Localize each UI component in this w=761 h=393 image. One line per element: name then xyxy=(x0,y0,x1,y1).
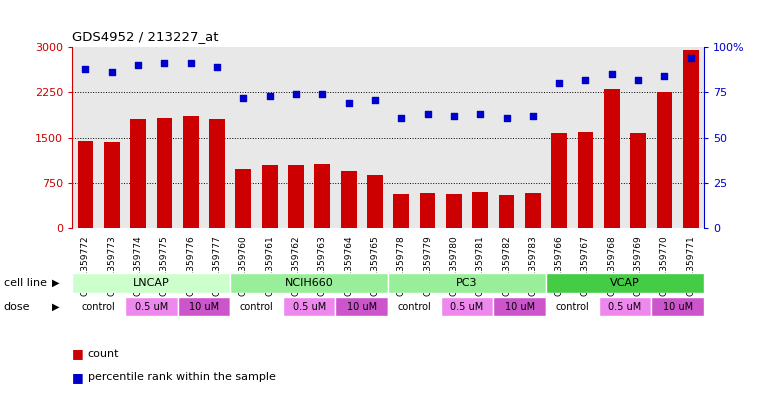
Point xyxy=(132,62,144,68)
Bar xyxy=(441,297,493,316)
Bar xyxy=(288,165,304,228)
Text: control: control xyxy=(240,301,273,312)
Text: control: control xyxy=(397,301,431,312)
Bar xyxy=(604,89,619,228)
Bar xyxy=(231,273,388,293)
Bar xyxy=(420,193,435,228)
Bar xyxy=(283,297,336,316)
Point xyxy=(685,55,697,61)
Point xyxy=(579,77,591,83)
Bar xyxy=(551,133,567,228)
Point xyxy=(263,93,275,99)
Bar xyxy=(473,193,488,228)
Bar xyxy=(183,116,199,228)
Point xyxy=(79,66,91,72)
Text: percentile rank within the sample: percentile rank within the sample xyxy=(88,372,275,382)
Bar xyxy=(578,132,594,228)
Text: PC3: PC3 xyxy=(457,278,478,288)
Bar xyxy=(72,297,125,316)
Point xyxy=(501,114,513,121)
Text: GDS4952 / 213227_at: GDS4952 / 213227_at xyxy=(72,30,219,43)
Bar xyxy=(657,92,673,228)
Bar xyxy=(651,297,704,316)
Point xyxy=(606,71,618,77)
Text: NCIH660: NCIH660 xyxy=(285,278,333,288)
Text: 10 uM: 10 uM xyxy=(347,301,377,312)
Point xyxy=(632,77,645,83)
Text: ■: ■ xyxy=(72,347,84,360)
Text: ▶: ▶ xyxy=(52,278,59,288)
Point xyxy=(158,60,170,66)
Point xyxy=(342,100,355,107)
Bar xyxy=(367,175,383,228)
Bar xyxy=(393,194,409,228)
Point xyxy=(527,113,539,119)
Bar xyxy=(630,133,646,228)
Point xyxy=(106,69,118,75)
Bar xyxy=(125,297,177,316)
Point xyxy=(422,111,434,117)
Bar xyxy=(683,50,699,228)
Text: VCAP: VCAP xyxy=(610,278,640,288)
Point xyxy=(317,91,329,97)
Bar xyxy=(231,297,283,316)
Point xyxy=(658,73,670,79)
Point xyxy=(185,60,197,66)
Text: 10 uM: 10 uM xyxy=(663,301,693,312)
Bar xyxy=(78,141,94,228)
Point xyxy=(237,95,250,101)
Bar xyxy=(209,119,225,228)
Point xyxy=(474,111,486,117)
Bar xyxy=(388,273,546,293)
Point xyxy=(395,114,407,121)
Text: 10 uM: 10 uM xyxy=(189,301,219,312)
Point xyxy=(369,96,381,103)
Text: 0.5 uM: 0.5 uM xyxy=(451,301,484,312)
Bar xyxy=(103,142,119,228)
Text: 0.5 uM: 0.5 uM xyxy=(135,301,168,312)
Point xyxy=(211,64,223,70)
Bar xyxy=(546,297,599,316)
Bar xyxy=(336,297,388,316)
Text: LNCAP: LNCAP xyxy=(133,278,170,288)
Bar xyxy=(235,169,251,228)
Text: control: control xyxy=(556,301,589,312)
Text: 0.5 uM: 0.5 uM xyxy=(608,301,642,312)
Text: ■: ■ xyxy=(72,371,84,384)
Text: cell line: cell line xyxy=(4,278,47,288)
Bar xyxy=(72,273,231,293)
Bar xyxy=(546,273,704,293)
Text: count: count xyxy=(88,349,119,359)
Bar xyxy=(599,297,651,316)
Bar xyxy=(177,297,230,316)
Text: dose: dose xyxy=(4,301,30,312)
Bar xyxy=(498,195,514,228)
Point xyxy=(553,80,565,86)
Bar xyxy=(314,164,330,228)
Point xyxy=(290,91,302,97)
Bar xyxy=(262,165,278,228)
Text: ▶: ▶ xyxy=(52,301,59,312)
Bar xyxy=(525,193,541,228)
Point xyxy=(447,113,460,119)
Bar xyxy=(341,171,356,228)
Bar xyxy=(493,297,546,316)
Bar xyxy=(130,119,146,228)
Bar xyxy=(446,194,462,228)
Bar xyxy=(388,297,441,316)
Bar xyxy=(157,118,172,228)
Text: 0.5 uM: 0.5 uM xyxy=(292,301,326,312)
Text: 10 uM: 10 uM xyxy=(505,301,535,312)
Text: control: control xyxy=(81,301,116,312)
